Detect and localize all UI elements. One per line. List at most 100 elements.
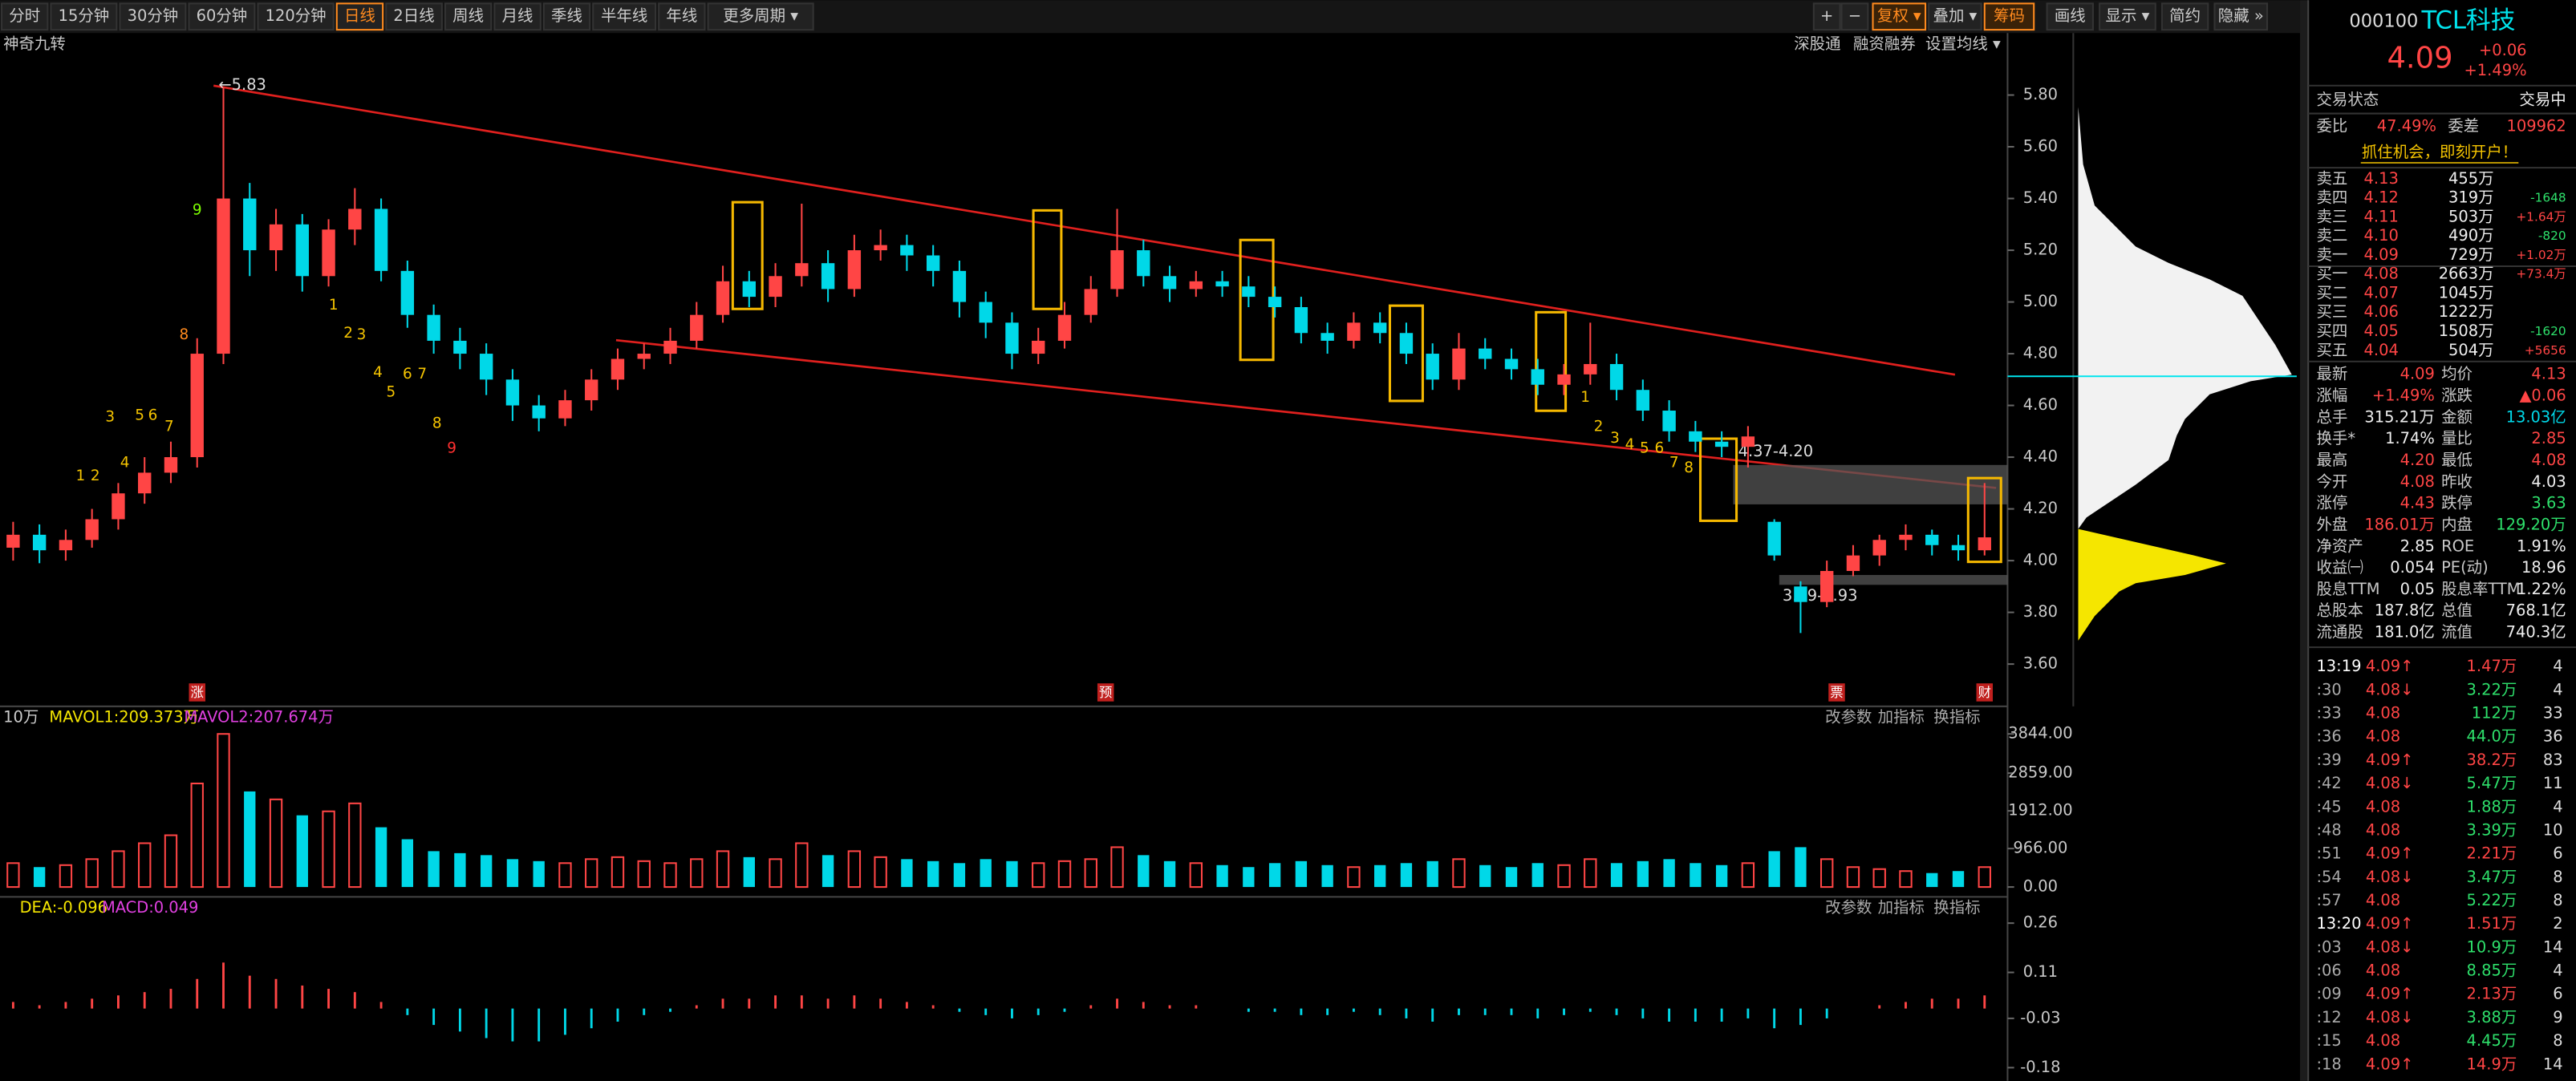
toolbar-button-label[interactable]: 复权 ▾ (1877, 6, 1921, 25)
tick-count: 4 (2553, 962, 2562, 980)
toolbar-button[interactable] (1928, 2, 1982, 31)
stat-label: 股息率TTM (2441, 580, 2520, 598)
promo-link[interactable]: 抓住机会，即刻开户！ (2362, 143, 2517, 161)
tick-volume: 10.9万 (2467, 937, 2517, 956)
panel-button[interactable]: 换指标 (1933, 898, 1980, 917)
volume-bar (296, 815, 308, 888)
tick-price: 4.09↑ (2366, 985, 2414, 1003)
toolbar-button[interactable] (658, 2, 706, 31)
toolbar-button-label[interactable]: 画线 (2055, 6, 2086, 25)
highlight-box (1966, 476, 2002, 564)
volume-bar (1216, 864, 1228, 888)
tick-volume: 4.45万 (2467, 1031, 2517, 1050)
toolbar-button[interactable] (188, 2, 256, 31)
td-count: 2 (1594, 419, 1604, 435)
toolbar-button[interactable] (119, 2, 187, 31)
toolbar-button[interactable] (542, 2, 591, 31)
event-marker-label[interactable]: 预 (1099, 685, 1112, 700)
candle-body (1689, 431, 1702, 442)
panel-button[interactable]: 换指标 (1933, 708, 1980, 727)
volume-bar (953, 863, 966, 888)
indicator-setting[interactable]: 融资融券 (1853, 34, 1916, 53)
toolbar-button-label[interactable]: 15分钟 (59, 6, 110, 25)
toolbar-button[interactable] (592, 2, 657, 31)
toolbar-button[interactable] (1872, 2, 1927, 31)
panel-button[interactable]: 改参数 (1825, 708, 1872, 727)
stat-value: 129.20万 (2496, 515, 2566, 533)
tick-time: :15 (2316, 1031, 2341, 1050)
volume-bar (1189, 862, 1203, 889)
tick-time: 13:20 (2316, 914, 2361, 933)
indicator-setting[interactable]: 深股通 (1794, 34, 1840, 53)
toolbar-button[interactable] (1983, 2, 2035, 31)
toolbar-button-label[interactable]: 日线 (344, 6, 375, 25)
event-marker[interactable] (1828, 683, 1845, 702)
toolbar-button-label[interactable]: 季线 (551, 6, 582, 25)
order-level: 卖三 (2316, 207, 2347, 225)
candle-body (453, 340, 467, 354)
candle-body (1609, 363, 1624, 391)
event-marker-label[interactable]: 票 (1830, 685, 1843, 700)
volume-bar (1846, 866, 1860, 889)
toolbar-button[interactable] (257, 2, 335, 31)
toolbar-button-label[interactable]: 60分钟 (197, 6, 248, 25)
indicator-setting[interactable]: 设置均线 ▾ (1925, 34, 2001, 53)
toolbar-button[interactable] (335, 2, 384, 31)
candle-body (874, 245, 887, 251)
event-marker[interactable] (1097, 683, 1114, 702)
toolbar-button[interactable] (2099, 2, 2156, 31)
toolbar-button[interactable] (385, 2, 443, 31)
stock-name: TCL科技 (2421, 6, 2516, 34)
toolbar-button[interactable] (2160, 2, 2209, 31)
panel-button[interactable]: 改参数 (1825, 898, 1872, 917)
volume-bar (1374, 864, 1386, 888)
toolbar-button[interactable] (1840, 2, 1869, 31)
panel-button[interactable]: 加指标 (1878, 898, 1925, 917)
toolbar-button[interactable] (1812, 2, 1841, 31)
order-level: 卖四 (2316, 188, 2347, 207)
toolbar-button-label[interactable]: 分时 (9, 6, 40, 25)
volume-bar (217, 733, 230, 889)
toolbar-button[interactable] (2213, 2, 2269, 31)
panel-button[interactable]: 加指标 (1878, 708, 1925, 727)
volume-bar (480, 855, 493, 888)
tick-price: 4.08↓ (2366, 1008, 2414, 1026)
toolbar-button-label[interactable]: 更多周期 ▾ (723, 6, 798, 25)
toolbar-button[interactable] (493, 2, 542, 31)
tick-price: 4.08 (2366, 891, 2400, 909)
toolbar-button-label[interactable]: 隐藏 » (2218, 6, 2264, 25)
candle-body (847, 250, 862, 289)
stat-label: 金额 (2441, 407, 2473, 426)
stat-label: 涨停 (2316, 494, 2347, 512)
toolbar-button-label[interactable]: 120分钟 (266, 6, 327, 25)
toolbar-button[interactable] (707, 2, 814, 31)
toolbar-button[interactable] (50, 2, 118, 31)
toolbar-button-label[interactable]: 筹码 (1994, 6, 2025, 25)
toolbar-button-label[interactable]: 叠加 ▾ (1933, 6, 1978, 25)
volume-bar (1321, 864, 1333, 888)
candle-body (1479, 348, 1492, 359)
toolbar-button[interactable] (444, 2, 493, 31)
event-marker[interactable] (189, 683, 205, 702)
order-price: 4.04 (2364, 341, 2399, 359)
tick-count: 14 (2543, 1055, 2563, 1073)
event-marker[interactable] (1976, 683, 1994, 702)
toolbar-button-label[interactable]: + (1820, 6, 1833, 25)
trend-line (213, 84, 1956, 376)
toolbar-button-label[interactable]: − (1848, 6, 1861, 25)
toolbar-button-label[interactable]: 简约 (2169, 6, 2201, 25)
event-marker-label[interactable]: 涨 (191, 685, 204, 700)
tick-price: 4.09↑ (2366, 844, 2414, 863)
toolbar-button[interactable] (2046, 2, 2094, 31)
chip-profile (2078, 107, 2292, 529)
event-marker-label[interactable]: 财 (1978, 685, 1991, 700)
toolbar-button-label[interactable]: 显示 ▾ (2106, 6, 2150, 25)
toolbar-button-label[interactable]: 月线 (502, 6, 533, 25)
toolbar-button-label[interactable]: 周线 (452, 6, 484, 25)
toolbar-button-label[interactable]: 2日线 (393, 6, 434, 25)
td-count: 4 (1625, 436, 1635, 453)
toolbar-button-label[interactable]: 半年线 (601, 6, 647, 25)
toolbar-button[interactable] (1, 2, 49, 31)
toolbar-button-label[interactable]: 年线 (666, 6, 697, 25)
toolbar-button-label[interactable]: 30分钟 (128, 6, 179, 25)
